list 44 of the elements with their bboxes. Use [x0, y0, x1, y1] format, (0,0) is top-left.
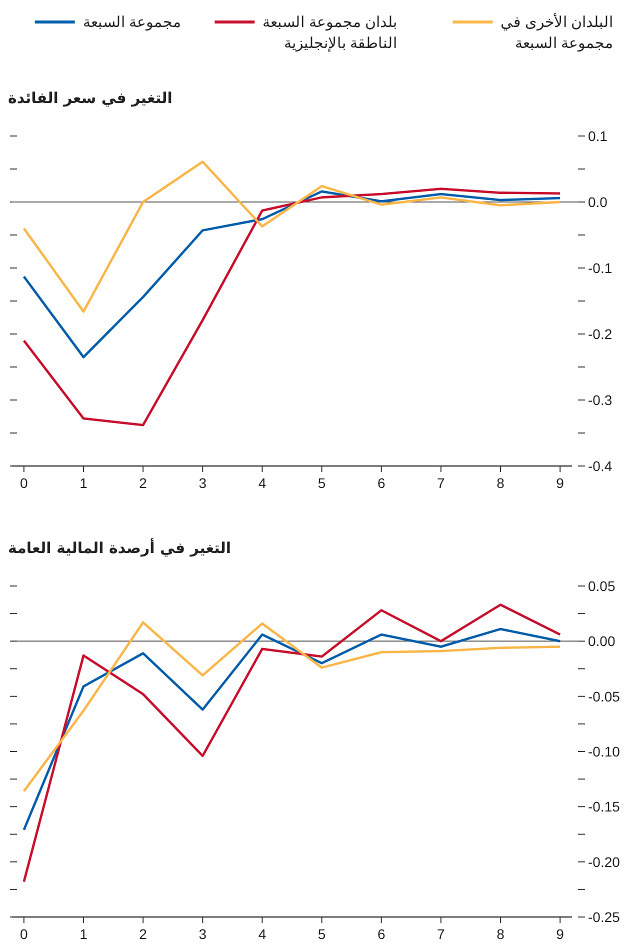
x-tick-label: 7: [437, 926, 446, 942]
x-tick-label: 2: [139, 475, 148, 491]
y-tick-label: 0.1: [588, 128, 608, 144]
x-tick-label: 6: [377, 475, 386, 491]
y-tick-label: -0.10: [588, 744, 620, 760]
x-tick-label: 8: [496, 475, 505, 491]
chart-title: التغير في سعر الفائدة: [8, 89, 172, 107]
line-series: [22, 190, 562, 358]
x-tick-label: 9: [556, 475, 564, 491]
x-tick-label: 5: [318, 926, 326, 942]
line-series: [22, 604, 562, 883]
y-tick-label: -0.20: [588, 854, 620, 870]
y-tick-label: -0.25: [588, 909, 620, 925]
y-tick-label: -0.05: [588, 688, 620, 704]
x-tick-label: 4: [258, 475, 266, 491]
x-tick-label: 3: [198, 475, 207, 491]
x-tick-label: 2: [139, 926, 148, 942]
x-tick-label: 7: [437, 475, 446, 491]
y-tick-label: -0.4: [588, 458, 612, 474]
x-tick-label: 8: [496, 926, 505, 942]
y-tick-label: 0.0: [588, 194, 608, 210]
y-tick-label: -0.3: [588, 392, 612, 408]
x-tick-label: 6: [377, 926, 386, 942]
legend-label: مجموعة السبعة: [82, 14, 181, 31]
x-tick-label: 1: [80, 926, 88, 942]
y-tick-label: 0.00: [588, 633, 616, 650]
x-tick-label: 0: [20, 926, 28, 942]
line-series: [22, 628, 562, 832]
x-tick-label: 3: [198, 926, 207, 942]
x-tick-label: 9: [556, 926, 564, 942]
legend-label: بلدان مجموعة السبعة الناطقة بالإنجليزية: [262, 14, 397, 52]
x-tick-label: 1: [80, 475, 88, 491]
y-tick-label: -0.15: [588, 798, 620, 815]
legend-label: البلدان الأخرى في مجموعة السبعة: [500, 13, 613, 52]
x-tick-label: 0: [20, 475, 28, 491]
line-series: [22, 160, 562, 313]
y-tick-label: -0.1: [588, 260, 612, 276]
chart-title: التغير في أرصدة المالية العامة: [8, 538, 232, 557]
y-tick-label: -0.2: [588, 326, 612, 342]
line-series: [22, 188, 562, 426]
x-tick-label: 5: [318, 475, 326, 491]
y-tick-label: 0.05: [588, 578, 616, 594]
x-tick-label: 4: [258, 926, 266, 942]
line-series: [22, 621, 562, 792]
